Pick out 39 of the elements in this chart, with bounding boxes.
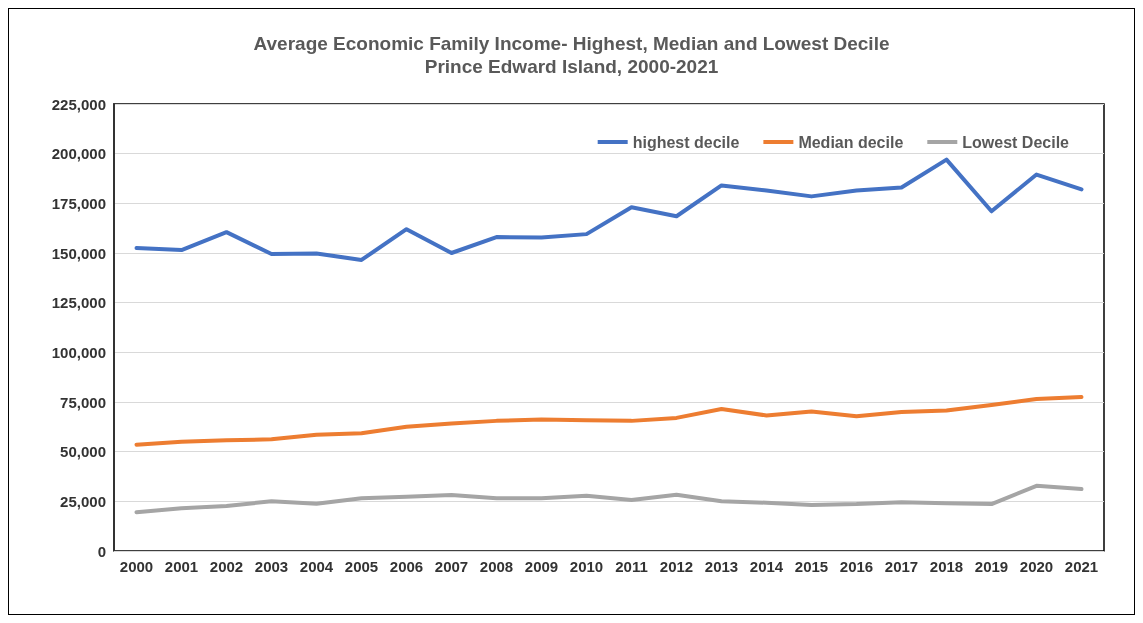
line-series	[134, 395, 1084, 447]
x-tick-label: 2012	[659, 558, 694, 575]
x-tick-label: 2019	[974, 558, 1009, 575]
x-tick-label: 2018	[929, 558, 964, 575]
x-tick-label: 2002	[209, 558, 244, 575]
x-tick-label: 2008	[479, 558, 514, 575]
x-tick-label: 2005	[344, 558, 379, 575]
x-tick-label: 2013	[704, 558, 739, 575]
x-tick-label: 2016	[839, 558, 874, 575]
x-tick-label: 2001	[164, 558, 199, 575]
x-tick-label: 2020	[1019, 558, 1054, 575]
y-tick-label: 100,000	[51, 343, 106, 361]
line-series	[134, 157, 1084, 262]
x-tick-label: 2003	[254, 558, 289, 575]
y-tick-label: 150,000	[51, 244, 106, 262]
x-tick-label: 2009	[524, 558, 559, 575]
x-tick-label: 2010	[569, 558, 604, 575]
legend-label: Median decile	[798, 133, 904, 151]
x-tick-label: 2014	[749, 558, 784, 575]
y-tick-label: 225,000	[51, 95, 106, 113]
legend-label: Lowest Decile	[962, 133, 1070, 151]
x-tick-label: 2017	[884, 558, 919, 575]
legend-label: highest decile	[632, 133, 740, 151]
chart-title: Average Economic Family Income- Highest, Median and Lowest Decile Prince Edward Island, 2000-2021	[253, 33, 890, 77]
x-tick-label: 2011	[615, 558, 648, 575]
y-tick-label: 50,000	[60, 443, 106, 461]
line-series	[134, 483, 1084, 515]
y-tick-label: 25,000	[60, 492, 106, 510]
x-tick-label: 2000	[119, 558, 154, 575]
x-tick-label: 2021	[1064, 558, 1099, 575]
x-tick-label: 2015	[794, 558, 829, 575]
x-tick-label: 2007	[434, 558, 469, 575]
y-tick-label: 75,000	[60, 393, 106, 411]
y-tick-label: 0	[97, 542, 106, 560]
x-tick-label: 2004	[299, 558, 334, 575]
x-tick-label: 2006	[389, 558, 424, 575]
y-tick-label: 200,000	[51, 145, 106, 163]
y-tick-label: 125,000	[51, 294, 106, 312]
y-tick-label: 175,000	[51, 194, 106, 212]
